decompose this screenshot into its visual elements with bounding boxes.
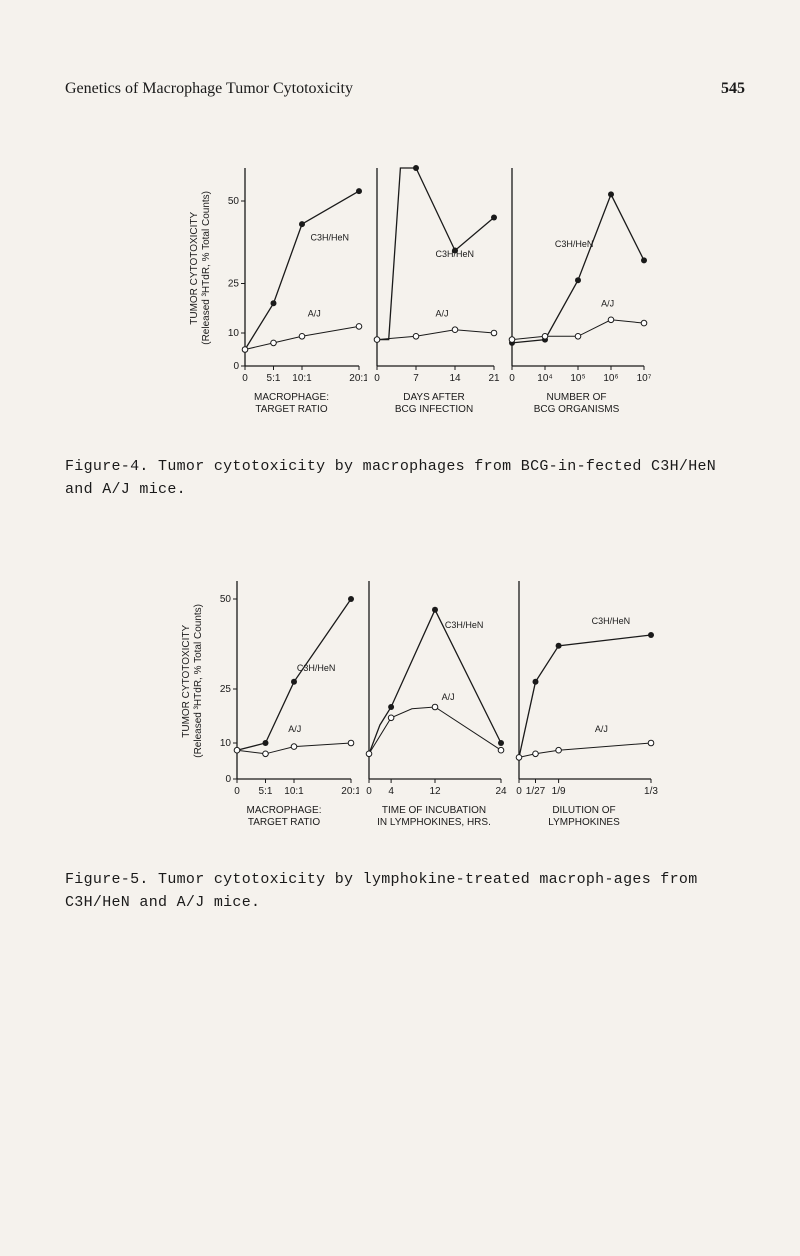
figure-4: TUMOR CYTOTOXICITY (Released ³HTdR, % To… bbox=[65, 158, 745, 501]
svg-text:A/J: A/J bbox=[442, 692, 455, 702]
svg-text:50: 50 bbox=[220, 594, 232, 605]
fig5-panel-c: 01/271/91/3C3H/HeNA/J DILUTION OF LYMPHO… bbox=[509, 571, 659, 829]
svg-text:0: 0 bbox=[366, 786, 372, 797]
svg-text:0: 0 bbox=[242, 373, 248, 384]
svg-text:4: 4 bbox=[388, 786, 394, 797]
svg-text:5:1: 5:1 bbox=[266, 373, 280, 384]
running-title: Genetics of Macrophage Tumor Cytotoxicit… bbox=[65, 80, 353, 98]
svg-text:10⁶: 10⁶ bbox=[603, 373, 618, 384]
svg-text:10:1: 10:1 bbox=[284, 786, 304, 797]
svg-text:7: 7 bbox=[413, 373, 419, 384]
fig5-panel-a: 010255005:110:120:1C3H/HeNA/J MACROPHAGE… bbox=[209, 571, 359, 829]
fig4-panel-a: 010255005:110:120:1C3H/HeNA/J MACROPHAGE… bbox=[217, 158, 367, 416]
svg-text:50: 50 bbox=[227, 196, 239, 207]
svg-text:C3H/HeN: C3H/HeN bbox=[592, 616, 631, 626]
svg-text:1/9: 1/9 bbox=[552, 786, 566, 797]
fig5-panel-b: 041224C3H/HeNA/J TIME OF INCUBATION IN L… bbox=[359, 571, 509, 829]
figure-4-caption: Figure-4. Tumor cytotoxicity by macropha… bbox=[65, 456, 745, 501]
svg-text:12: 12 bbox=[429, 786, 441, 797]
svg-text:1/27: 1/27 bbox=[526, 786, 546, 797]
svg-text:25: 25 bbox=[220, 684, 232, 695]
svg-text:C3H/HeN: C3H/HeN bbox=[310, 233, 349, 243]
figure-5-caption: Figure-5. Tumor cytotoxicity by lymphoki… bbox=[65, 869, 745, 914]
svg-text:10⁴: 10⁴ bbox=[537, 373, 552, 384]
svg-text:24: 24 bbox=[495, 786, 507, 797]
svg-text:0: 0 bbox=[234, 786, 240, 797]
svg-text:21: 21 bbox=[488, 373, 500, 384]
y-axis-label: TUMOR CYTOTOXICITY (Released ³HTdR, % To… bbox=[189, 158, 213, 378]
svg-text:0: 0 bbox=[233, 361, 239, 372]
y-axis-label: TUMOR CYTOTOXICITY (Released ³HTdR, % To… bbox=[181, 571, 205, 791]
svg-text:A/J: A/J bbox=[601, 299, 614, 309]
svg-text:10⁷: 10⁷ bbox=[636, 373, 651, 384]
svg-text:C3H/HeN: C3H/HeN bbox=[445, 620, 484, 630]
svg-text:0: 0 bbox=[509, 373, 515, 384]
svg-text:A/J: A/J bbox=[307, 309, 320, 319]
svg-text:0: 0 bbox=[516, 786, 522, 797]
svg-text:10: 10 bbox=[220, 738, 232, 749]
svg-text:10: 10 bbox=[227, 328, 239, 339]
fig4-panel-c: 010⁴10⁵10⁶10⁷C3H/HeNA/J NUMBER OF BCG OR… bbox=[502, 158, 652, 416]
fig4-panel-b: 071421C3H/HeNA/J DAYS AFTER BCG INFECTIO… bbox=[367, 158, 502, 416]
svg-text:10:1: 10:1 bbox=[292, 373, 312, 384]
page-header: Genetics of Macrophage Tumor Cytotoxicit… bbox=[65, 80, 745, 98]
svg-text:C3H/HeN: C3H/HeN bbox=[435, 249, 474, 259]
svg-text:1/3: 1/3 bbox=[644, 786, 658, 797]
svg-text:0: 0 bbox=[225, 774, 231, 785]
page-number: 545 bbox=[721, 80, 745, 98]
svg-text:20:1: 20:1 bbox=[341, 786, 359, 797]
figure-5: TUMOR CYTOTOXICITY (Released ³HTdR, % To… bbox=[65, 571, 745, 914]
svg-text:C3H/HeN: C3H/HeN bbox=[297, 663, 336, 673]
svg-text:14: 14 bbox=[449, 373, 461, 384]
svg-text:C3H/HeN: C3H/HeN bbox=[554, 239, 593, 249]
svg-text:20:1: 20:1 bbox=[349, 373, 367, 384]
svg-text:A/J: A/J bbox=[288, 724, 301, 734]
svg-text:A/J: A/J bbox=[435, 309, 448, 319]
svg-text:5:1: 5:1 bbox=[259, 786, 273, 797]
svg-text:0: 0 bbox=[374, 373, 380, 384]
svg-text:10⁵: 10⁵ bbox=[570, 373, 585, 384]
svg-text:25: 25 bbox=[227, 279, 239, 290]
svg-text:A/J: A/J bbox=[595, 724, 608, 734]
